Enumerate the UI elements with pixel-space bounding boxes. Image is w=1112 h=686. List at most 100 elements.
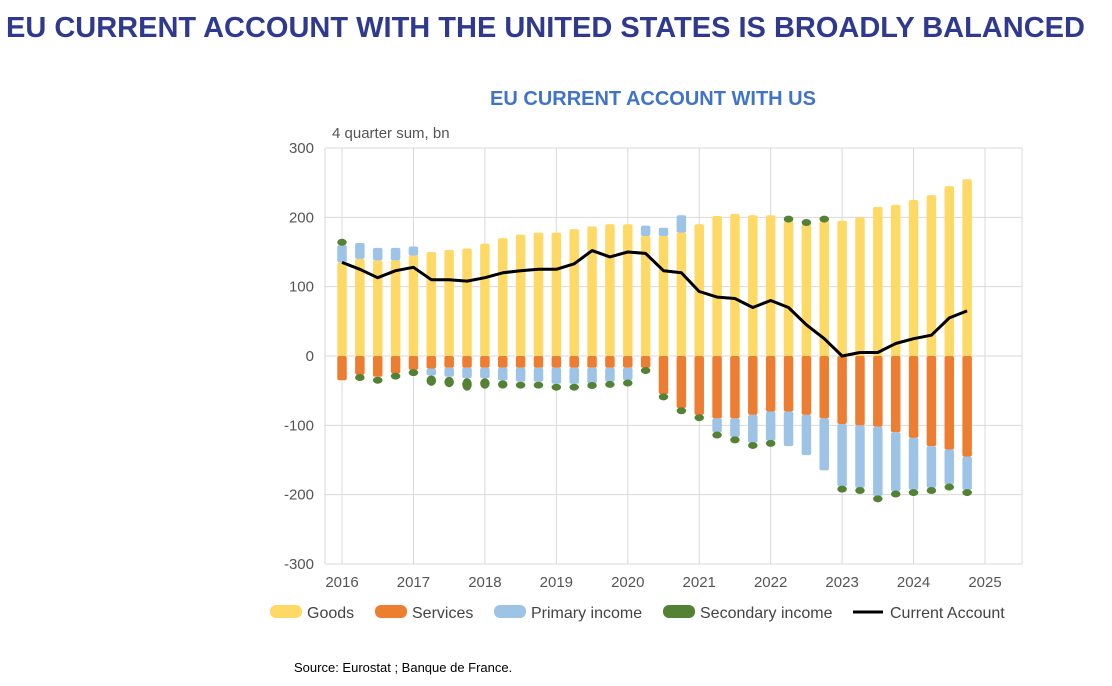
goods-bar: [623, 224, 633, 356]
y-tick-label: 100: [289, 279, 314, 296]
x-tick-label: 2018: [468, 574, 501, 591]
services-bar: [337, 356, 347, 381]
primary-income-bar: [587, 367, 597, 384]
goods-bar: [640, 236, 651, 356]
primary-income-bar: [676, 215, 687, 233]
primary-income-bar: [855, 425, 865, 488]
goods-bar: [926, 195, 937, 356]
secondary-income-bar: [337, 238, 347, 246]
secondary-income-bar: [408, 369, 419, 377]
goods-bar: [837, 220, 847, 356]
secondary-income-bar: [444, 376, 454, 388]
x-tick-label: 2016: [325, 574, 358, 591]
goods-bar: [569, 229, 579, 356]
goods-bar: [551, 232, 562, 356]
services-bar: [873, 356, 883, 427]
services-bar: [730, 356, 740, 419]
services-bar: [801, 356, 812, 415]
y-tick-label: -300: [284, 556, 314, 573]
goods-bar: [372, 260, 383, 356]
primary-income-bar: [712, 418, 722, 433]
goods-bar: [801, 224, 812, 356]
legend-label-services: Services: [412, 605, 473, 622]
primary-income-bar: [551, 367, 562, 384]
secondary-income-bar: [426, 375, 437, 386]
legend-label-secondary-income: Secondary income: [700, 605, 833, 622]
secondary-income-bar: [372, 376, 383, 384]
secondary-income-bar: [962, 489, 972, 497]
legend-label-current-account: Current Account: [890, 605, 1005, 622]
secondary-income-bar: [676, 407, 687, 415]
legend-swatch-primary-income: [494, 605, 526, 618]
secondary-income-bar: [587, 381, 597, 389]
x-tick-label: 2023: [825, 574, 858, 591]
goods-bar: [908, 200, 919, 356]
services-bar: [408, 356, 419, 370]
x-tick-label: 2024: [897, 574, 930, 591]
y-tick-label: 300: [289, 140, 314, 157]
secondary-income-bar: [837, 485, 847, 493]
services-bar: [569, 356, 579, 368]
services-bar: [837, 356, 847, 424]
primary-income-bar: [962, 456, 972, 490]
x-tick-label: 2020: [611, 574, 644, 591]
primary-income-bar: [765, 411, 776, 441]
services-bar: [587, 356, 597, 368]
services-bar: [640, 356, 651, 368]
primary-income-bar: [640, 225, 651, 237]
y-tick-label: -100: [284, 417, 314, 434]
legend-swatch-secondary-income: [663, 605, 695, 618]
x-tick-label: 2021: [683, 574, 716, 591]
secondary-income-bar: [765, 439, 776, 447]
x-tick-label: 2019: [540, 574, 573, 591]
services-bar: [962, 356, 972, 457]
services-bar: [676, 356, 687, 408]
services-bar: [605, 356, 615, 368]
primary-income-bar: [837, 423, 847, 487]
source-note: Source: Eurostat ; Banque de France.: [294, 660, 513, 675]
x-tick-label: 2025: [968, 574, 1001, 591]
primary-income-bar: [944, 449, 955, 485]
goods-bar: [426, 252, 437, 356]
primary-income-bar: [337, 245, 347, 263]
grid-layer: [324, 147, 1023, 565]
primary-income-bar: [730, 418, 740, 438]
secondary-income-bar: [944, 483, 955, 491]
secondary-income-bar: [730, 436, 740, 444]
primary-income-bar: [623, 367, 633, 381]
services-bar: [623, 356, 633, 368]
headline: EU CURRENT ACCOUNT WITH THE UNITED STATE…: [6, 12, 1085, 44]
primary-income-bar: [873, 426, 883, 497]
services-bar: [819, 356, 829, 419]
goods-bar: [676, 232, 687, 356]
y-tick-label: 0: [306, 348, 314, 365]
services-bar: [765, 356, 776, 412]
secondary-income-bar: [694, 414, 704, 422]
goods-bar: [873, 206, 883, 356]
goods-bar: [765, 215, 776, 356]
primary-income-bar: [498, 367, 508, 381]
services-bar: [480, 356, 490, 368]
line-layer: [341, 249, 968, 358]
secondary-income-bar: [926, 487, 937, 495]
primary-income-bar: [515, 367, 526, 382]
goods-bar: [390, 260, 401, 356]
secondary-income-bar: [908, 489, 919, 497]
goods-bar: [337, 262, 347, 356]
secondary-income-bar: [873, 495, 883, 503]
axis-layer: 300 200 100 0 -100 -200 -300 2016 2017 2018 2019 20…: [284, 140, 1002, 591]
services-bar: [515, 356, 526, 368]
primary-income-bar: [444, 367, 454, 377]
primary-income-bar: [605, 367, 615, 382]
primary-income-bar: [926, 446, 937, 488]
primary-income-bar: [819, 418, 829, 471]
x-tick-label: 2017: [397, 574, 430, 591]
services-bar: [783, 356, 794, 412]
primary-income-bar: [426, 368, 437, 376]
goods-bar: [855, 217, 865, 356]
goods-bar: [462, 248, 472, 356]
goods-bar: [605, 224, 615, 356]
services-bar: [712, 356, 722, 419]
chart-title: EU CURRENT ACCOUNT WITH US: [490, 88, 816, 110]
